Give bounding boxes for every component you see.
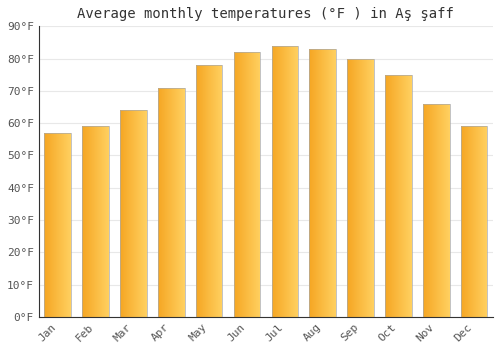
Title: Average monthly temperatures (°F ) in Aş şaff: Average monthly temperatures (°F ) in Aş…	[78, 7, 454, 21]
Bar	[461, 126, 487, 317]
Bar	[82, 126, 109, 317]
Bar	[120, 110, 146, 317]
Bar	[385, 75, 411, 317]
Bar	[310, 49, 336, 317]
Bar	[196, 65, 222, 317]
Bar	[272, 46, 298, 317]
Bar	[348, 58, 374, 317]
Bar	[234, 52, 260, 317]
Bar	[158, 88, 184, 317]
Bar	[44, 133, 71, 317]
Bar	[423, 104, 450, 317]
